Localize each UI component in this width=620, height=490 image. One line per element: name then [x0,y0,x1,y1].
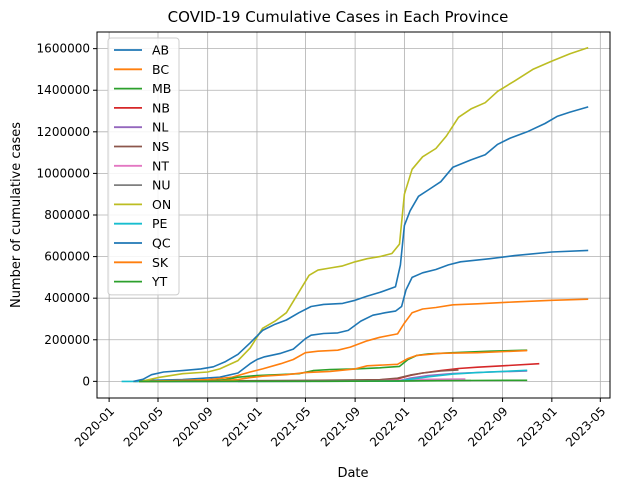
legend-label-yt: YT [151,274,168,289]
y-axis: 0 200000 400000 600000 800000 1000000 1200000 1… [37,42,97,388]
x-tick-label: 2023-01 [515,404,560,449]
chart-title: COVID-19 Cumulative Cases in Each Provin… [168,8,509,26]
legend-label-nt: NT [152,158,169,173]
legend-label-ns: NS [152,139,169,154]
legend-label-sk: SK [152,255,169,270]
x-tick-label: 2022-09 [465,404,510,449]
series-line-ns [138,369,459,383]
x-tick-label: 2021-09 [318,404,363,449]
y-tick-label: 1400000 [37,83,90,97]
x-tick-label: 2021-01 [220,404,265,449]
legend-label-bc: BC [152,62,169,77]
y-axis-label: Number of cumulative cases [9,122,24,308]
x-tick-label: 2020-01 [72,404,117,449]
series-line-sk [138,349,528,383]
y-tick-label: 1000000 [37,166,90,180]
legend-label-nb: NB [152,100,170,115]
series-line-on [133,46,589,383]
legend-label-ab: AB [152,43,169,58]
x-tick-label: 2023-05 [563,404,608,449]
x-tick-label: 2022-05 [416,404,461,449]
series-line-qc [133,106,589,383]
series-line-mb [138,349,528,383]
series-line-ab [134,249,589,383]
x-tick-label: 2020-05 [121,404,166,449]
x-axis-label: Date [337,466,368,481]
x-axis: 2020-01 2020-05 2020-09 2021-01 2021-05 2021-… [72,398,608,450]
y-tick-label: 0 [82,374,90,388]
legend-label-mb: MB [152,81,171,96]
legend-label-on: ON [152,197,171,212]
y-tick-label: 400000 [44,291,90,305]
y-tick-label: 800000 [44,208,90,222]
legend-label-nl: NL [152,120,168,135]
series-line-yt [138,379,528,383]
x-tick-label: 2022-01 [367,404,412,449]
series-line-bc [133,298,589,383]
legend-label-nu: NU [152,178,171,193]
x-tick-label: 2020-09 [170,404,215,449]
y-tick-label: 1200000 [37,125,90,139]
legend-label-pe: PE [152,216,168,231]
y-tick-label: 1600000 [37,42,90,56]
x-tick-label: 2021-05 [268,404,313,449]
legend-box [107,37,180,296]
series-lines [121,46,589,383]
y-tick-label: 200000 [44,333,90,347]
y-tick-label: 600000 [44,250,90,264]
legend-label-qc: QC [152,236,171,251]
legend: AB BC MB NB NL NS NT NU ON PE QC SK YT [107,37,180,296]
